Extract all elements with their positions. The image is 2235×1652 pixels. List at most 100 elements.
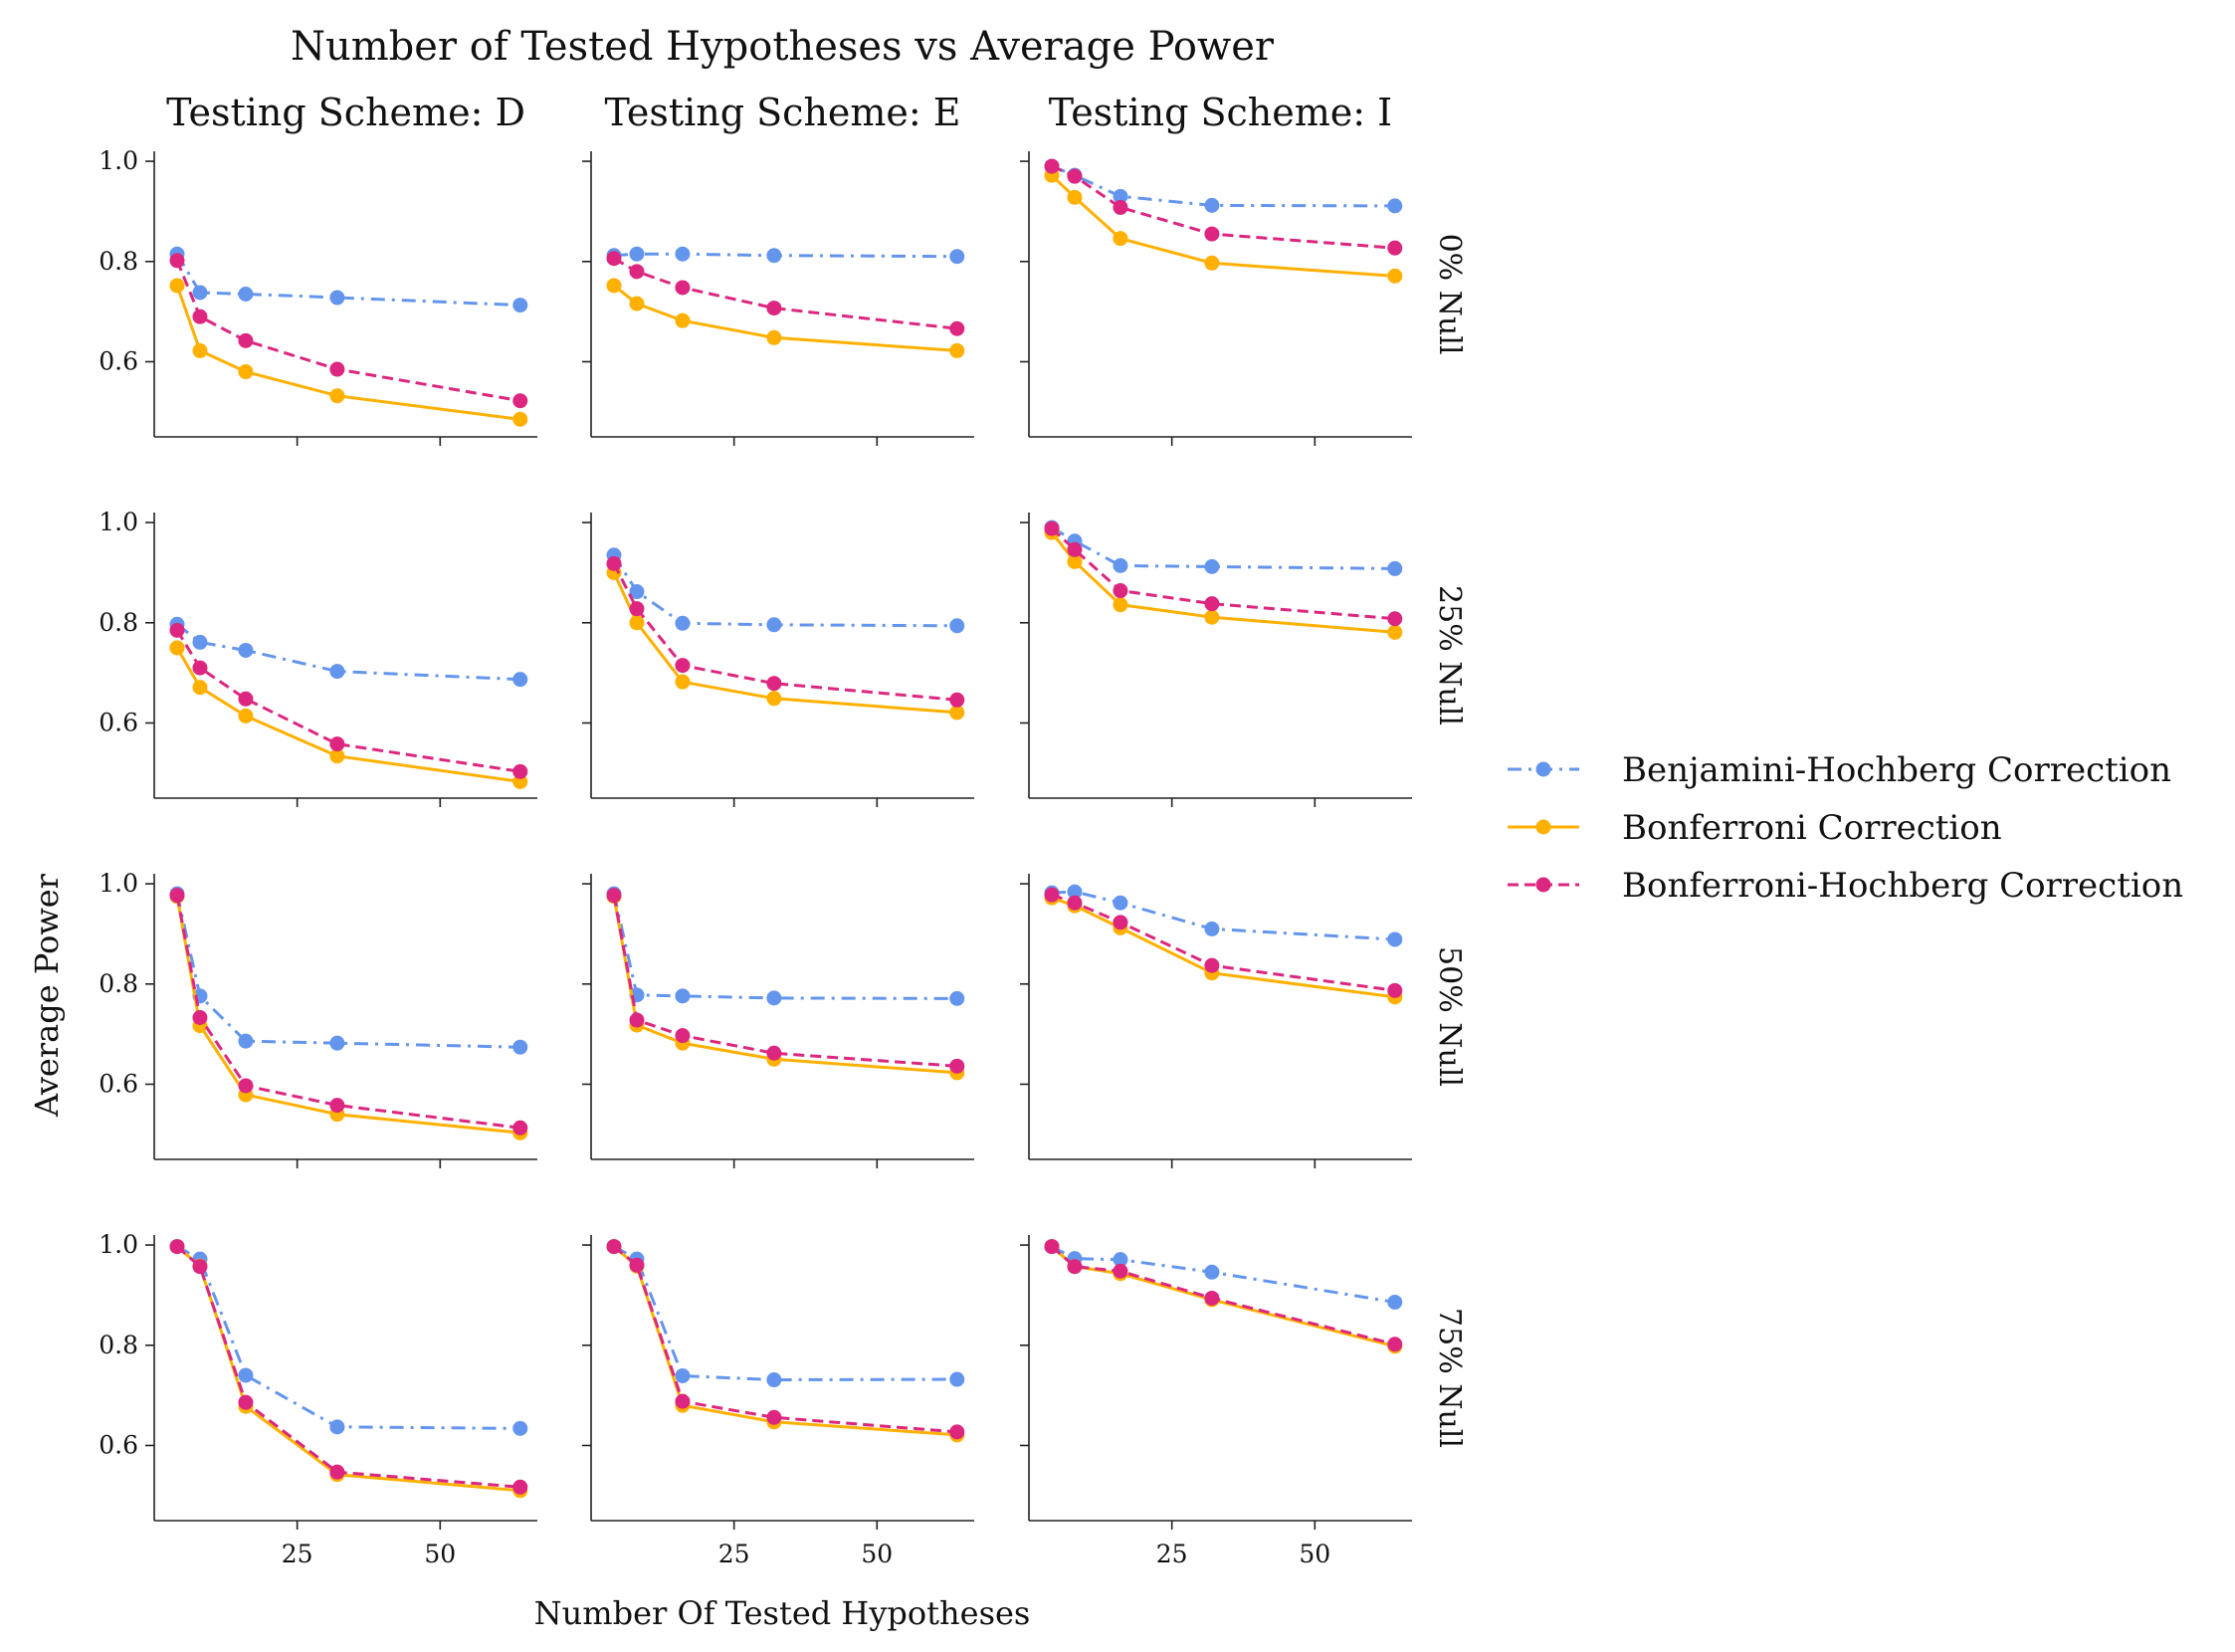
y-tick-label: 0.8 bbox=[99, 247, 138, 276]
data-point bbox=[1204, 596, 1220, 612]
data-point bbox=[1113, 915, 1128, 930]
data-point bbox=[192, 634, 208, 650]
data-point bbox=[675, 674, 691, 690]
series-line bbox=[613, 1245, 957, 1434]
data-point bbox=[169, 640, 185, 656]
y-tick-label: 0.6 bbox=[99, 346, 138, 375]
data-point bbox=[606, 888, 622, 904]
data-point bbox=[766, 1045, 782, 1061]
data-point bbox=[949, 320, 965, 336]
series-line bbox=[613, 1245, 957, 1381]
data-point bbox=[1204, 255, 1220, 271]
data-point bbox=[512, 1479, 528, 1495]
series-line bbox=[612, 554, 957, 628]
data-point bbox=[192, 1259, 208, 1275]
data-point bbox=[949, 342, 965, 358]
series-line bbox=[1050, 531, 1395, 634]
data-point bbox=[1204, 957, 1220, 973]
data-point bbox=[629, 296, 645, 311]
x-axis-label: Number Of Tested Hypotheses bbox=[534, 1594, 1031, 1632]
series-line bbox=[175, 895, 520, 1130]
data-point bbox=[329, 1419, 345, 1435]
series-line bbox=[613, 1245, 957, 1437]
data-point bbox=[606, 1239, 622, 1255]
data-point bbox=[169, 1239, 185, 1255]
data-point bbox=[238, 332, 254, 348]
data-point bbox=[329, 736, 345, 752]
legend-item: Benjamini-Hochberg Correction bbox=[1508, 750, 2171, 790]
series-line bbox=[1051, 164, 1395, 208]
x-tick-label: 25 bbox=[718, 1540, 750, 1568]
series-line bbox=[1050, 174, 1395, 278]
series-line bbox=[1051, 1245, 1396, 1346]
series-line bbox=[176, 623, 520, 682]
data-point bbox=[1387, 198, 1403, 214]
data-point bbox=[512, 672, 528, 688]
data-point bbox=[1113, 1263, 1128, 1279]
data-point bbox=[238, 1367, 254, 1383]
y-tick-label: 0.8 bbox=[99, 608, 138, 637]
data-point bbox=[1387, 982, 1403, 998]
data-point bbox=[1387, 931, 1403, 947]
y-tick-label: 0.6 bbox=[99, 708, 138, 736]
series-line bbox=[175, 893, 520, 1049]
data-point bbox=[1067, 884, 1083, 900]
data-point bbox=[1113, 557, 1128, 573]
data-point bbox=[512, 298, 528, 313]
data-point bbox=[1067, 189, 1083, 205]
data-point bbox=[238, 287, 254, 302]
y-tick-label: 1.0 bbox=[99, 146, 138, 175]
data-point bbox=[329, 748, 345, 764]
data-point bbox=[675, 312, 691, 328]
data-point bbox=[1113, 188, 1128, 204]
series-line bbox=[176, 1245, 520, 1493]
data-point bbox=[192, 342, 208, 358]
data-point bbox=[1387, 611, 1403, 627]
panel-r1-c0: 0.6 0.8 1.0 bbox=[99, 508, 537, 807]
panel-r3-c1: 25 50 bbox=[582, 1235, 974, 1568]
data-point bbox=[1113, 1252, 1128, 1268]
data-point bbox=[1067, 895, 1083, 911]
y-tick-label: 0.6 bbox=[99, 1069, 138, 1098]
series-line bbox=[612, 893, 957, 1000]
data-point bbox=[192, 660, 208, 676]
y-axis-label: Average Power bbox=[28, 873, 66, 1118]
data-point bbox=[629, 1257, 645, 1273]
data-point bbox=[329, 1464, 345, 1480]
data-point bbox=[766, 301, 782, 316]
series-line bbox=[1051, 525, 1395, 570]
data-point bbox=[766, 329, 782, 345]
legend-marker bbox=[1535, 877, 1551, 893]
data-point bbox=[766, 1372, 782, 1388]
x-tick-label: 50 bbox=[1299, 1540, 1330, 1568]
data-point bbox=[238, 1078, 254, 1094]
data-point bbox=[329, 290, 345, 306]
data-point bbox=[1113, 231, 1128, 247]
panel-r1-c2: 25% Null bbox=[1020, 513, 1467, 807]
y-tick-label: 0.8 bbox=[99, 969, 138, 998]
data-point bbox=[1067, 541, 1083, 557]
row-label: 50% Null bbox=[1432, 946, 1467, 1087]
data-point bbox=[512, 763, 528, 779]
data-point bbox=[675, 246, 691, 262]
series-line bbox=[613, 284, 957, 352]
data-point bbox=[512, 411, 528, 427]
series-line bbox=[175, 896, 520, 1135]
data-point bbox=[512, 1039, 528, 1055]
data-point bbox=[1387, 240, 1403, 256]
data-point bbox=[192, 309, 208, 324]
data-point bbox=[1387, 1294, 1403, 1310]
series-line bbox=[613, 252, 957, 259]
legend: Benjamini-Hochberg Correction Bonferroni … bbox=[1508, 750, 2183, 906]
legend-marker bbox=[1535, 819, 1551, 835]
data-point bbox=[329, 1098, 345, 1114]
series-line bbox=[613, 257, 957, 330]
panel-r0-c0: 0.6 0.8 1.0 Testing Scheme: D bbox=[99, 91, 537, 446]
series-line bbox=[612, 562, 957, 702]
data-point bbox=[192, 285, 208, 301]
data-point bbox=[1387, 560, 1403, 576]
data-point bbox=[1387, 624, 1403, 640]
data-point bbox=[766, 676, 782, 692]
data-point bbox=[949, 1058, 965, 1074]
